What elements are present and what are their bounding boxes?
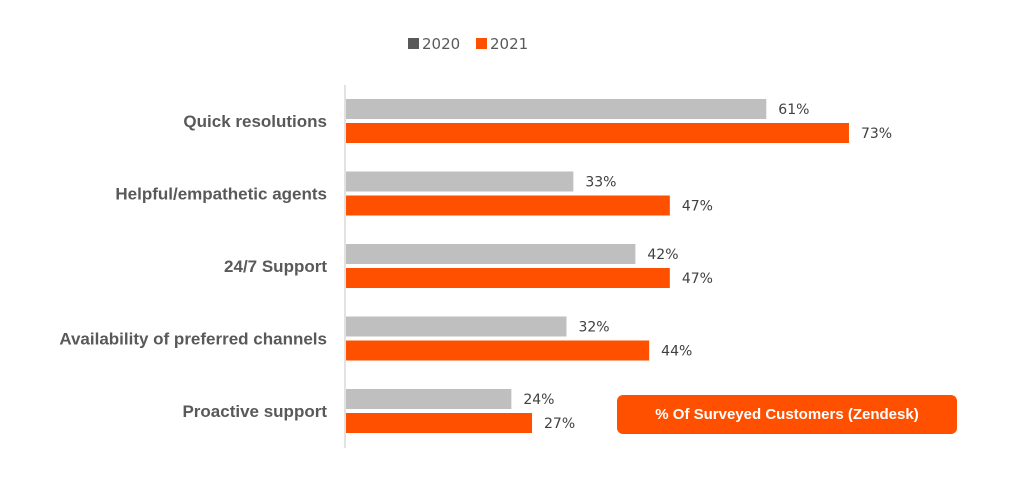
source-annotation: % Of Surveyed Customers (Zendesk): [617, 395, 957, 434]
data-label-2020: 24%: [523, 392, 554, 408]
bar-2021: [346, 123, 849, 143]
legend-swatch-2020: [408, 38, 419, 49]
bar-2021: [346, 413, 533, 433]
data-label-2021: 27%: [544, 416, 575, 432]
data-label-2020: 32%: [578, 320, 609, 336]
bar-2021: [346, 268, 670, 288]
bar-2020: [346, 171, 574, 192]
bar-2020: [346, 244, 636, 264]
category-label: Availability of preferred channels: [59, 330, 327, 349]
data-label-2021: 73%: [861, 126, 892, 142]
data-label-2020: 42%: [647, 247, 678, 263]
category-label: 24/7 Support: [224, 257, 327, 276]
category-label: Proactive support: [182, 402, 327, 421]
data-label-2021: 47%: [682, 199, 713, 215]
bar-2020: [346, 316, 567, 337]
data-label-2020: 33%: [585, 175, 616, 191]
data-label-2021: 44%: [661, 344, 692, 360]
data-label-2021: 47%: [682, 271, 713, 287]
legend-label-2021: 2021: [490, 35, 528, 53]
bar-2020: [346, 389, 512, 409]
data-label-2020: 61%: [778, 102, 809, 118]
bar-2021: [346, 340, 650, 361]
bar-2020: [346, 99, 767, 119]
category-label: Quick resolutions: [183, 112, 327, 131]
category-label: Helpful/empathetic agents: [115, 185, 327, 204]
bar-2021: [346, 195, 670, 216]
legend-label-2020: 2020: [422, 35, 460, 53]
legend-swatch-2021: [476, 38, 487, 49]
